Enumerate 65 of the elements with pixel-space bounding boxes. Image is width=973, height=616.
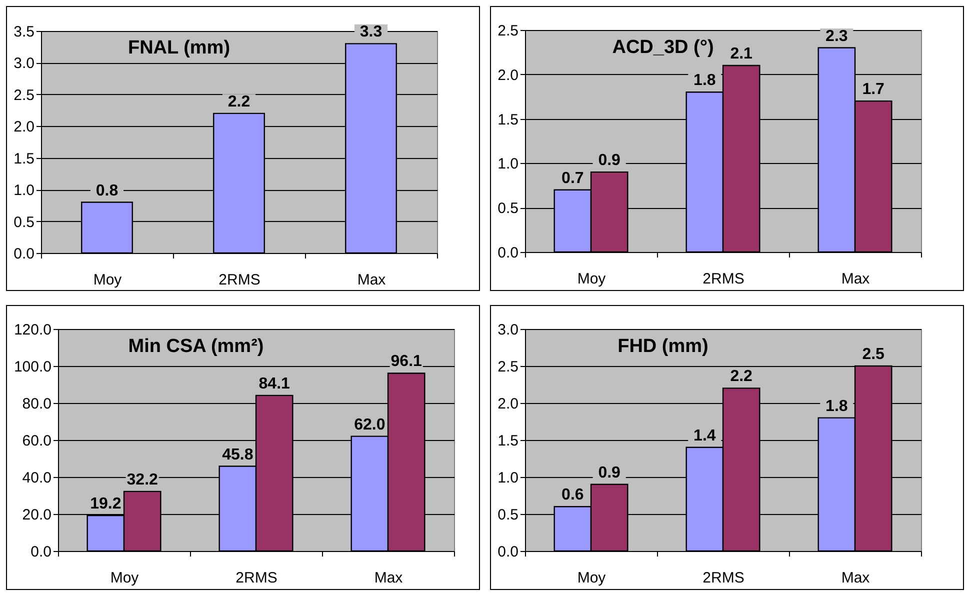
x-tick-label: Max: [841, 270, 870, 288]
y-tick-label: 2.0: [14, 118, 34, 136]
y-tick-label: 40.0: [22, 470, 52, 486]
chart-title: ACD_3D (°): [612, 37, 714, 58]
y-tick-label: 3.0: [14, 55, 34, 72]
x-tick-label: 2RMS: [702, 270, 744, 288]
data-label: 2.5: [862, 346, 885, 363]
data-label: 0.6: [562, 486, 584, 504]
x-tick-label: Max: [357, 272, 386, 288]
y-tick-label: 1.5: [498, 432, 518, 450]
x-tick-label: 2RMS: [702, 570, 744, 586]
y-tick-label: 80.0: [22, 396, 52, 412]
data-label: 45.8: [222, 446, 254, 464]
x-tick-label: 2RMS: [218, 272, 260, 288]
data-label: 2.3: [826, 28, 848, 45]
y-tick-label: 2.0: [498, 396, 518, 412]
x-tick-label: Moy: [110, 570, 140, 586]
data-label: 1.7: [862, 81, 885, 98]
data-label: 19.2: [90, 495, 122, 512]
y-tick-label: 0.5: [14, 214, 34, 231]
data-label: 84.1: [258, 375, 290, 392]
data-label: 32.2: [126, 471, 158, 488]
y-tick-label: 60.0: [22, 432, 52, 450]
y-tick-label: 100.0: [14, 358, 52, 376]
y-tick-label: 0.0: [14, 246, 34, 262]
y-tick-label: 1.5: [498, 111, 518, 128]
y-tick-label: 2.5: [14, 86, 34, 104]
data-label: 2.2: [228, 93, 250, 110]
x-tick-label: Moy: [577, 570, 606, 586]
y-tick-label: 1.0: [498, 470, 518, 486]
y-tick-label: 3.5: [14, 24, 34, 40]
x-tick-label: Moy: [93, 272, 122, 288]
data-label: 2.1: [730, 46, 753, 63]
y-tick-label: 0.0: [498, 244, 518, 262]
data-label: 96.1: [390, 353, 422, 370]
data-label: 1.4: [694, 427, 716, 444]
data-label: 2.2: [730, 368, 753, 386]
y-tick-label: 2.5: [498, 358, 518, 376]
y-tick-label: 2.5: [498, 22, 518, 40]
y-tick-label: 0.0: [30, 544, 52, 560]
chart-title: FNAL (mm): [128, 38, 230, 59]
chart-title: FHD (mm): [618, 336, 708, 357]
y-tick-label: 1.0: [14, 182, 34, 200]
data-label: 0.9: [598, 464, 621, 482]
chart-title: Min CSA (mm²): [128, 336, 264, 357]
y-tick-label: 1.5: [14, 150, 34, 168]
data-label: 0.8: [96, 182, 118, 200]
x-tick-label: Moy: [577, 270, 606, 288]
data-label: 0.7: [562, 170, 584, 187]
x-tick-label: Max: [841, 570, 870, 586]
x-tick-label: 2RMS: [236, 570, 278, 586]
y-tick-label: 0.0: [498, 544, 518, 560]
y-tick-label: 0.5: [498, 200, 518, 218]
data-label: 0.9: [598, 152, 621, 170]
y-tick-label: 20.0: [22, 506, 52, 524]
data-label: 3.3: [360, 24, 382, 41]
y-tick-label: 2.0: [498, 66, 518, 84]
data-label: 62.0: [354, 416, 386, 434]
y-tick-label: 0.5: [498, 506, 518, 524]
data-label: 1.8: [826, 398, 848, 415]
x-tick-label: Max: [374, 570, 404, 586]
data-label: 1.8: [694, 72, 716, 90]
y-tick-label: 120.0: [14, 322, 52, 338]
y-tick-label: 3.0: [498, 322, 518, 338]
y-tick-label: 1.0: [498, 156, 518, 173]
